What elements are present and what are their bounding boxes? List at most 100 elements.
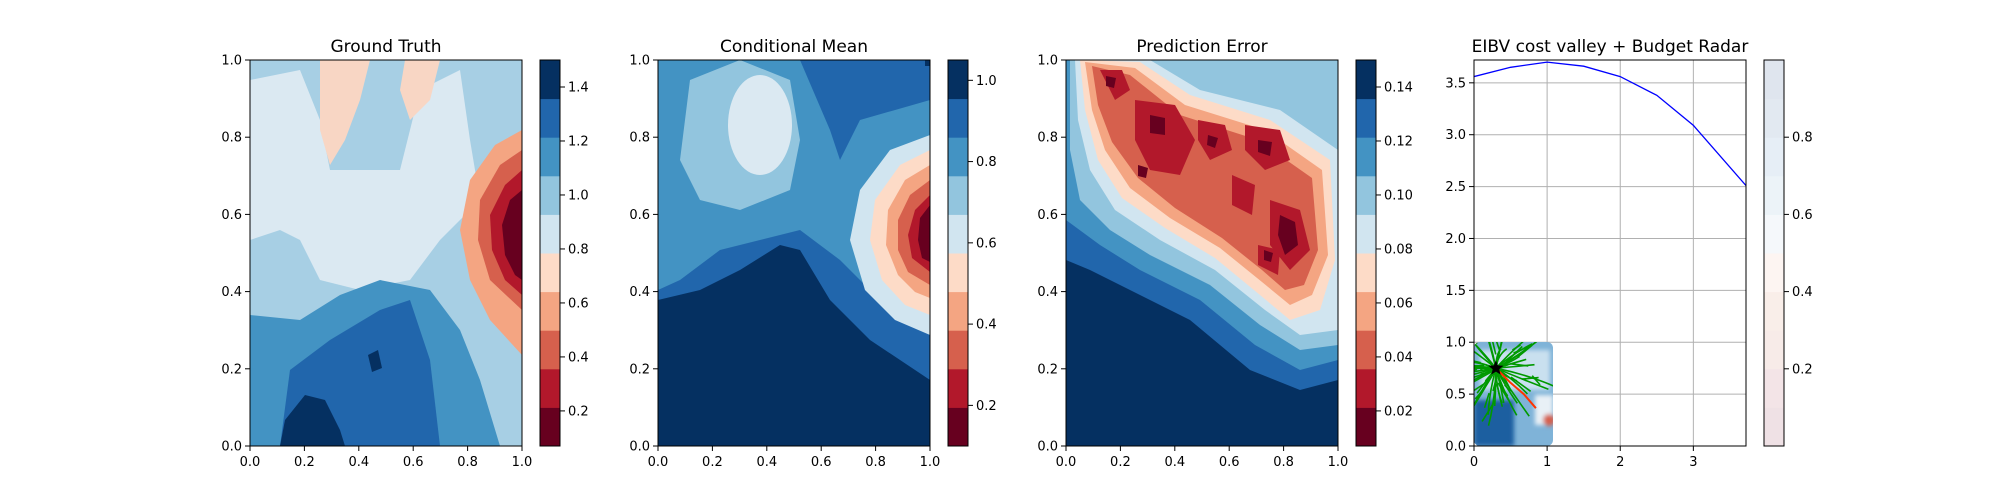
- x-tick-label: 0: [1470, 455, 1478, 470]
- colorbar-segment: [1356, 60, 1376, 100]
- region-deep-navy: [280, 395, 345, 446]
- colorbar-frame: [1355, 59, 1377, 447]
- colorbar-tick-label: 0.04: [1384, 350, 1413, 365]
- x-tick-label: 0.0: [648, 455, 669, 470]
- colorbar-segment: [1764, 98, 1784, 138]
- colorbar-frame: [539, 59, 561, 447]
- planned-path: [1495, 367, 1537, 409]
- y-tick-label: 0.2: [1037, 362, 1058, 377]
- y-tick-label: 0.6: [1037, 208, 1058, 223]
- colorbar-segment: [540, 60, 560, 100]
- colorbar-segment: [1356, 137, 1376, 177]
- region-dark-blue: [925, 60, 930, 66]
- colorbar-tick-label: 0.4: [1792, 285, 1813, 300]
- heatmap-field: [250, 60, 522, 446]
- budget-ellipse: [1474, 61, 1746, 187]
- y-tick-label: 1.0: [1445, 336, 1466, 351]
- panel-conditional-mean: Conditional Mean 0.0 0.2 0.4 0.6 0.8 1.0 0.00…: [629, 37, 996, 470]
- y-tick-label: 0.4: [1037, 285, 1058, 300]
- colorbar-segment: [1764, 60, 1784, 100]
- colorbar-tick-label: 0.6: [568, 296, 589, 311]
- tree-branch: [1495, 367, 1553, 391]
- y-tick-label: 1.0: [221, 54, 242, 69]
- axes-frame: [657, 59, 931, 447]
- colorbar-segment: [948, 137, 968, 177]
- x-tick-label: 1.0: [512, 455, 533, 470]
- tree-branch: [1521, 376, 1539, 380]
- y-tick-label: 0.6: [629, 208, 650, 223]
- colorbar-segment: [948, 98, 968, 138]
- colorbar-segment: [948, 253, 968, 293]
- panel-cost-valley: EIBV cost valley + Budget Radar 0 1 2 3 0.0…: [1445, 37, 1813, 470]
- colorbar-tick-label: 1.0: [976, 74, 997, 89]
- colorbar-frame: [1763, 59, 1785, 447]
- y-axis: 0.0 0.2 0.4 0.6 0.8 1.0: [1037, 54, 1066, 455]
- tree-branch: [1502, 375, 1511, 390]
- colorbar-segment: [540, 98, 560, 138]
- colorbar-segment: [1764, 253, 1784, 293]
- x-tick-label: 0.4: [756, 455, 777, 470]
- x-tick-label: 1.0: [920, 455, 941, 470]
- colorbar-frame: [947, 59, 969, 447]
- colorbar-segment: [540, 214, 560, 254]
- colorbar-segment: [948, 330, 968, 370]
- x-axis: 0.0 0.2 0.4 0.6 0.8 1.0: [1056, 446, 1348, 470]
- colorbar: 0.2 0.4 0.6 0.8 1.0 1.2 1.4: [539, 59, 589, 447]
- colorbar-segment: [1356, 368, 1376, 408]
- x-tick-label: 1: [1543, 455, 1551, 470]
- y-tick-label: 0.8: [629, 131, 650, 146]
- x-tick-label: 0.6: [403, 455, 424, 470]
- colorbar-tick-label: 0.6: [1792, 208, 1813, 223]
- colorbar-segment: [948, 175, 968, 215]
- y-tick-label: 2.0: [1445, 232, 1466, 247]
- x-tick-label: 2: [1616, 455, 1624, 470]
- x-tick-label: 0.8: [865, 455, 886, 470]
- x-tick-label: 0.4: [348, 455, 369, 470]
- colorbar-segment: [1356, 214, 1376, 254]
- tree-branch: [1474, 383, 1485, 398]
- colorbar-tick-label: 0.2: [976, 399, 997, 414]
- chart-title: Prediction Error: [1136, 37, 1267, 57]
- colorbar-segment: [1356, 330, 1376, 370]
- x-tick-label: 0.6: [811, 455, 832, 470]
- x-axis: 0.0 0.2 0.4 0.6 0.8 1.0: [240, 446, 533, 470]
- y-axis: 0.0 0.2 0.4 0.6 0.8 1.0: [629, 54, 658, 455]
- colorbar: 0.2 0.4 0.6 0.8 1.0: [947, 59, 997, 447]
- tree-branch: [1493, 342, 1501, 351]
- colorbar-tick-label: 0.8: [1792, 131, 1813, 146]
- region-peach: [400, 60, 440, 120]
- region-darkest-red: [502, 190, 522, 280]
- region-pale-blue: [728, 75, 792, 175]
- colorbar-segment: [1764, 214, 1784, 254]
- x-tick-label: 0.4: [1164, 455, 1185, 470]
- inset-blob: [1474, 400, 1514, 446]
- colorbar-tick-label: 0.8: [976, 155, 997, 170]
- region-peach: [320, 60, 370, 165]
- start-marker: [1488, 360, 1504, 375]
- tree-branch: [1504, 384, 1512, 392]
- y-tick-label: 0.0: [629, 440, 650, 455]
- colorbar-tick-label: 0.14: [1384, 80, 1413, 95]
- colorbar-tick-label: 1.4: [568, 80, 589, 95]
- colorbar-tick-label: 0.08: [1384, 242, 1413, 257]
- y-tick-label: 0.5: [1445, 388, 1466, 403]
- colorbar-segment: [1356, 98, 1376, 138]
- tree-branch: [1491, 342, 1497, 355]
- y-tick-label: 0.4: [221, 285, 242, 300]
- colorbar-segment: [1356, 407, 1376, 447]
- y-tick-label: 1.0: [629, 54, 650, 69]
- x-tick-label: 0.0: [240, 455, 261, 470]
- colorbar: 0.2 0.4 0.6 0.8: [1763, 59, 1813, 447]
- region-darkest-red: [1106, 76, 1298, 262]
- tree-branch: [1510, 363, 1529, 367]
- y-tick-label: 0.8: [221, 131, 242, 146]
- colorbar-tick-label: 0.06: [1384, 296, 1413, 311]
- inset-cost-field: [1474, 342, 1553, 446]
- x-tick-label: 0.0: [1056, 455, 1077, 470]
- tree-branch: [1511, 344, 1521, 351]
- region-darkest-red: [918, 205, 930, 262]
- y-tick-label: 0.2: [221, 362, 242, 377]
- x-tick-label: 3: [1689, 455, 1697, 470]
- y-tick-label: 2.5: [1445, 180, 1466, 195]
